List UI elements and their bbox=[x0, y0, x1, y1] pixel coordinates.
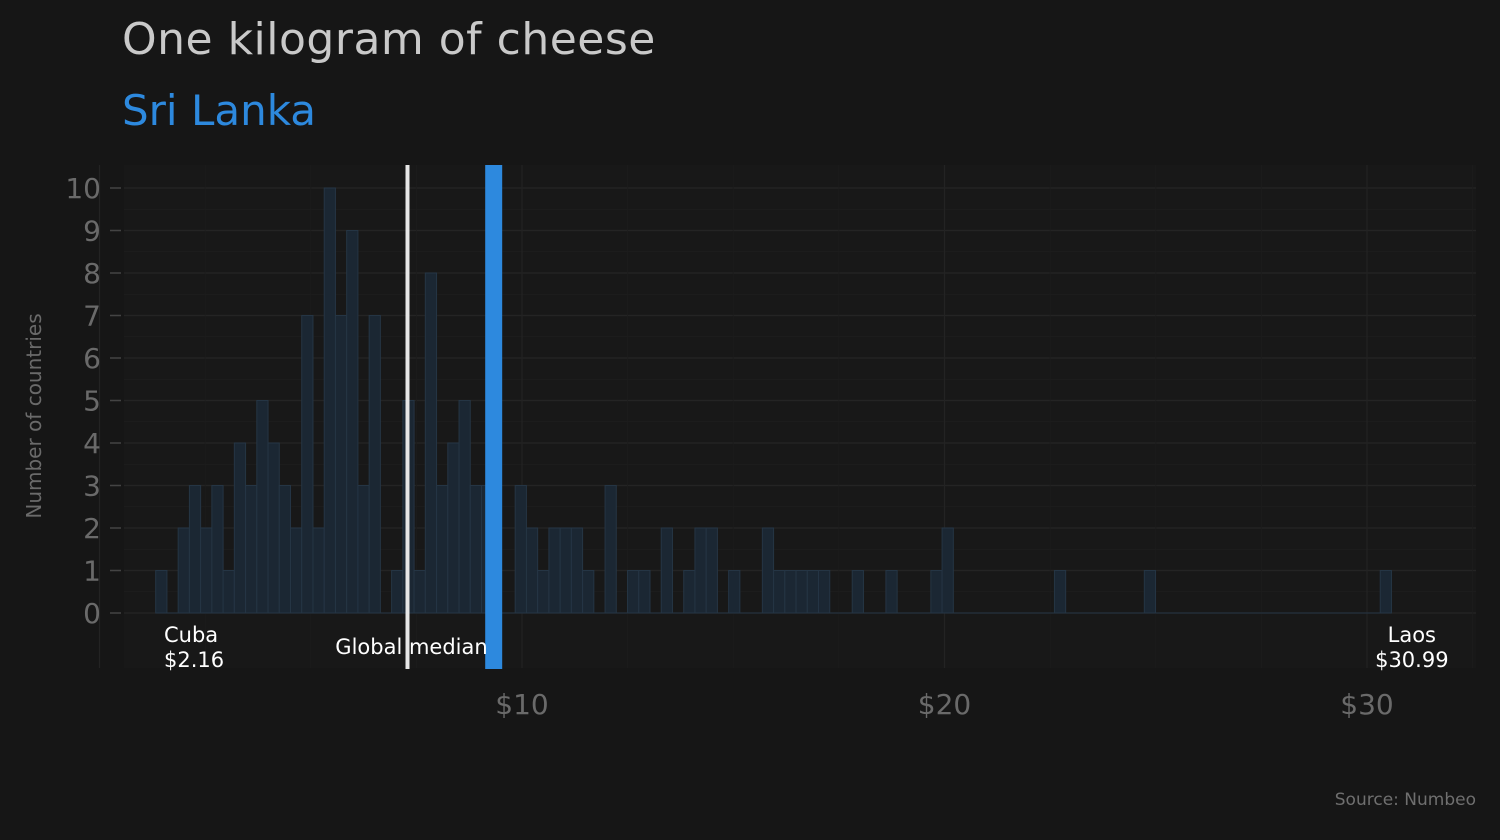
histogram-bar bbox=[256, 400, 269, 614]
histogram-bar bbox=[773, 570, 786, 614]
histogram-bar bbox=[728, 570, 741, 614]
histogram-bar bbox=[413, 570, 426, 614]
histogram-bar bbox=[312, 527, 325, 614]
histogram-bar bbox=[323, 187, 336, 614]
histogram-bar bbox=[458, 400, 471, 614]
global-median-line bbox=[405, 165, 410, 669]
histogram-bar bbox=[806, 570, 820, 614]
histogram-bar bbox=[761, 527, 775, 614]
y-tick-label: 3 bbox=[83, 470, 101, 503]
highlight-line bbox=[485, 165, 503, 669]
histogram-bar bbox=[245, 485, 258, 614]
histogram-bar bbox=[278, 485, 292, 614]
histogram-bar bbox=[941, 527, 954, 614]
y-tick-label: 5 bbox=[83, 385, 101, 418]
y-tick-label: 6 bbox=[83, 342, 101, 375]
histogram-bar bbox=[627, 570, 640, 614]
histogram-bar bbox=[301, 315, 314, 614]
histogram-bar bbox=[222, 570, 235, 614]
y-tick-label: 10 bbox=[65, 172, 101, 205]
histogram-bar bbox=[334, 315, 348, 614]
x-tick-label: $30 bbox=[1340, 688, 1393, 721]
histogram-bar bbox=[424, 272, 438, 614]
histogram-bar bbox=[795, 570, 808, 614]
histogram-bar bbox=[548, 527, 561, 614]
histogram-bar bbox=[346, 230, 359, 614]
max-country-label: Laos bbox=[1388, 623, 1436, 647]
histogram-bar bbox=[200, 527, 213, 614]
y-tick-label: 0 bbox=[83, 597, 101, 630]
histogram-bar bbox=[1053, 570, 1067, 614]
histogram-bar bbox=[784, 570, 797, 614]
chart-title: One kilogram of cheese bbox=[122, 14, 656, 65]
global-median-label: Global median bbox=[335, 635, 487, 659]
histogram-bar bbox=[155, 570, 168, 614]
histogram-bar bbox=[885, 570, 898, 614]
histogram-bar bbox=[559, 527, 572, 614]
y-tick-label: 1 bbox=[83, 555, 101, 588]
y-tick-label: 4 bbox=[83, 427, 101, 460]
histogram-bar bbox=[391, 570, 404, 614]
histogram-bar bbox=[514, 485, 527, 614]
histogram-bar bbox=[1143, 570, 1157, 614]
histogram-bar bbox=[436, 485, 449, 614]
x-tick-label: $20 bbox=[918, 688, 971, 721]
y-tick-label: 2 bbox=[83, 512, 101, 545]
histogram-bar bbox=[638, 570, 651, 614]
chart-subtitle: Sri Lanka bbox=[122, 86, 317, 135]
min-country-label: Cuba bbox=[164, 623, 218, 647]
histogram-bar bbox=[357, 485, 370, 614]
histogram-bar bbox=[818, 570, 831, 614]
y-tick-label: 8 bbox=[83, 257, 101, 290]
histogram-bar bbox=[930, 570, 943, 614]
histogram-bar bbox=[570, 527, 584, 614]
histogram-bar bbox=[694, 527, 707, 614]
x-tick-label: $10 bbox=[495, 688, 548, 721]
min-value-label: $2.16 bbox=[164, 648, 224, 672]
histogram-bar bbox=[582, 570, 595, 614]
histogram-bar bbox=[525, 527, 539, 614]
histogram-bar bbox=[705, 527, 718, 614]
histogram-bar bbox=[188, 485, 202, 614]
histogram-bar bbox=[290, 527, 303, 614]
histogram-bar bbox=[1379, 570, 1392, 614]
source-note: Source: Numbeo bbox=[1334, 790, 1476, 810]
max-value-label: $30.99 bbox=[1375, 648, 1448, 672]
histogram-bar bbox=[267, 442, 280, 614]
histogram-bar bbox=[368, 315, 381, 614]
histogram-bar bbox=[604, 485, 617, 614]
histogram-bar bbox=[211, 485, 224, 614]
histogram-bar bbox=[233, 442, 247, 614]
histogram-bar bbox=[683, 570, 696, 614]
histogram-bar bbox=[660, 527, 673, 614]
histogram-bar bbox=[537, 570, 550, 614]
histogram-bar bbox=[177, 527, 190, 614]
histogram-bar bbox=[469, 485, 482, 614]
y-tick-label: 9 bbox=[83, 215, 101, 248]
histogram-bar bbox=[447, 442, 460, 614]
y-tick-label: 7 bbox=[83, 300, 101, 333]
histogram-bar bbox=[851, 570, 864, 614]
